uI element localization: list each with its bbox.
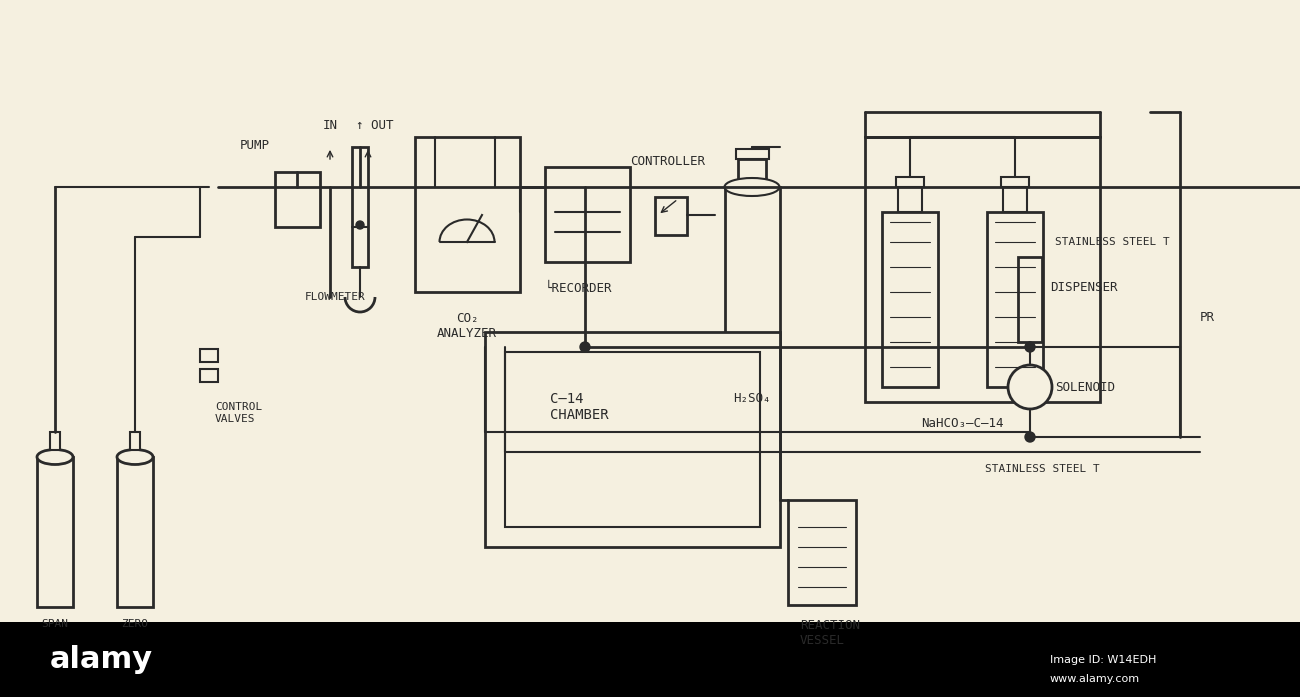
Bar — [130, 432, 140, 450]
Text: FLOWMETER: FLOWMETER — [304, 292, 365, 302]
Text: Image ID: W14EDH: Image ID: W14EDH — [1050, 655, 1157, 665]
Bar — [545, 167, 630, 262]
Ellipse shape — [36, 450, 73, 464]
Bar — [898, 187, 922, 212]
Text: NaHCO₃–C–14: NaHCO₃–C–14 — [920, 417, 1004, 430]
Text: ZERO: ZERO — [121, 619, 148, 629]
Text: www.alamy.com: www.alamy.com — [1050, 674, 1140, 684]
Text: └RECORDER: └RECORDER — [545, 282, 612, 295]
Bar — [1018, 257, 1043, 342]
Bar — [36, 457, 73, 607]
Text: SOLENOID: SOLENOID — [1056, 381, 1115, 394]
Ellipse shape — [117, 450, 153, 464]
Bar — [117, 457, 153, 607]
Bar — [200, 349, 218, 362]
Text: CONTROL
VALVES: CONTROL VALVES — [214, 402, 263, 424]
Bar — [738, 159, 766, 187]
Text: ↑ OUT: ↑ OUT — [356, 119, 394, 132]
Text: H₂SO₄: H₂SO₄ — [733, 392, 771, 405]
Bar — [864, 137, 1100, 402]
Bar — [0, 622, 1300, 697]
Text: REACTION
VESSEL: REACTION VESSEL — [800, 619, 861, 647]
Bar — [987, 212, 1043, 387]
Bar — [896, 177, 924, 187]
Bar — [200, 369, 218, 382]
Text: C–14
CHAMBER: C–14 CHAMBER — [550, 392, 608, 422]
Bar — [1004, 187, 1027, 212]
Bar — [415, 137, 520, 292]
Bar — [276, 172, 320, 227]
Text: IN: IN — [322, 119, 338, 132]
Circle shape — [580, 342, 590, 352]
Text: alamy: alamy — [49, 645, 153, 675]
Ellipse shape — [724, 178, 780, 196]
Bar — [49, 432, 60, 450]
Bar — [736, 149, 770, 159]
Text: PUMP: PUMP — [240, 139, 270, 152]
Circle shape — [1024, 342, 1035, 352]
Bar — [788, 500, 855, 605]
Text: PR: PR — [1200, 310, 1216, 323]
Text: CONTROLLER: CONTROLLER — [630, 155, 705, 168]
Text: DISPENSER: DISPENSER — [1050, 280, 1118, 293]
Text: STAINLESS STEEL T: STAINLESS STEEL T — [985, 464, 1100, 474]
Bar — [725, 187, 780, 377]
Bar — [881, 212, 939, 387]
Circle shape — [1024, 432, 1035, 442]
Circle shape — [1008, 365, 1052, 409]
Text: SPAN: SPAN — [42, 619, 69, 629]
Bar — [352, 147, 368, 267]
Bar — [485, 332, 780, 547]
Bar — [1001, 177, 1030, 187]
Circle shape — [356, 221, 364, 229]
Bar — [504, 352, 760, 527]
Text: CO₂
ANALYZER: CO₂ ANALYZER — [437, 312, 497, 340]
Text: STAINLESS STEEL T: STAINLESS STEEL T — [1056, 237, 1170, 247]
Bar — [655, 197, 686, 235]
